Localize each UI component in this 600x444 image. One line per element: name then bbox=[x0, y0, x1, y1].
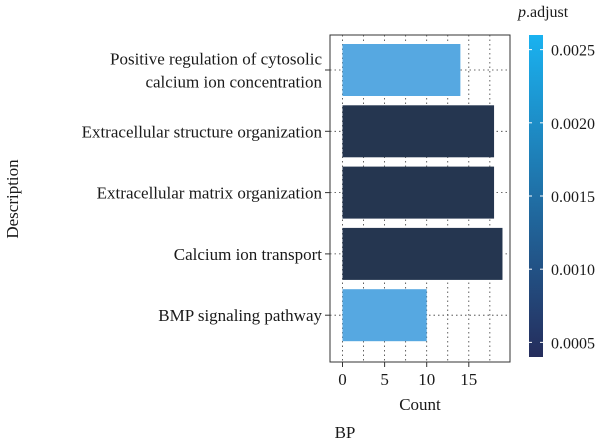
category-label: Extracellular structure organization bbox=[82, 122, 323, 141]
category-labels: Positive regulation of cytosolic calcium … bbox=[82, 50, 330, 325]
x-axis-title: Count bbox=[399, 395, 441, 414]
category-label: BMP signaling pathway bbox=[158, 306, 322, 325]
colorbar-tick-label: 0.0015 bbox=[551, 189, 595, 206]
colorbar-ticks: 0.0025 0.0020 0.0015 0.0010 0.0005 bbox=[529, 43, 595, 352]
x-axis-ticks: 0 5 10 15 bbox=[338, 362, 477, 389]
colorbar-tick-label: 0.0020 bbox=[551, 116, 595, 133]
y-axis-title: Description bbox=[3, 159, 22, 239]
bar bbox=[342, 105, 495, 158]
category-label: Calcium ion transport bbox=[174, 245, 323, 264]
bar bbox=[342, 44, 461, 96]
caption-label: BP bbox=[335, 423, 356, 442]
colorbar-tick-label: 0.0025 bbox=[551, 43, 595, 60]
category-label: Positive regulation of cytosolic calcium … bbox=[110, 50, 322, 92]
x-tick-label: 10 bbox=[418, 370, 435, 389]
colorbar-tick-label: 0.0010 bbox=[551, 262, 595, 279]
bar bbox=[342, 166, 495, 219]
colorbar bbox=[529, 35, 543, 357]
legend-title: p.adjust bbox=[517, 4, 569, 21]
category-label: Extracellular matrix organization bbox=[97, 184, 323, 203]
x-tick-label: 0 bbox=[338, 370, 347, 389]
x-tick-label: 5 bbox=[380, 370, 389, 389]
bars bbox=[342, 44, 503, 342]
bar bbox=[342, 289, 427, 342]
bar bbox=[342, 227, 503, 280]
x-tick-label: 15 bbox=[460, 370, 477, 389]
colorbar-tick-label: 0.0005 bbox=[551, 335, 595, 352]
